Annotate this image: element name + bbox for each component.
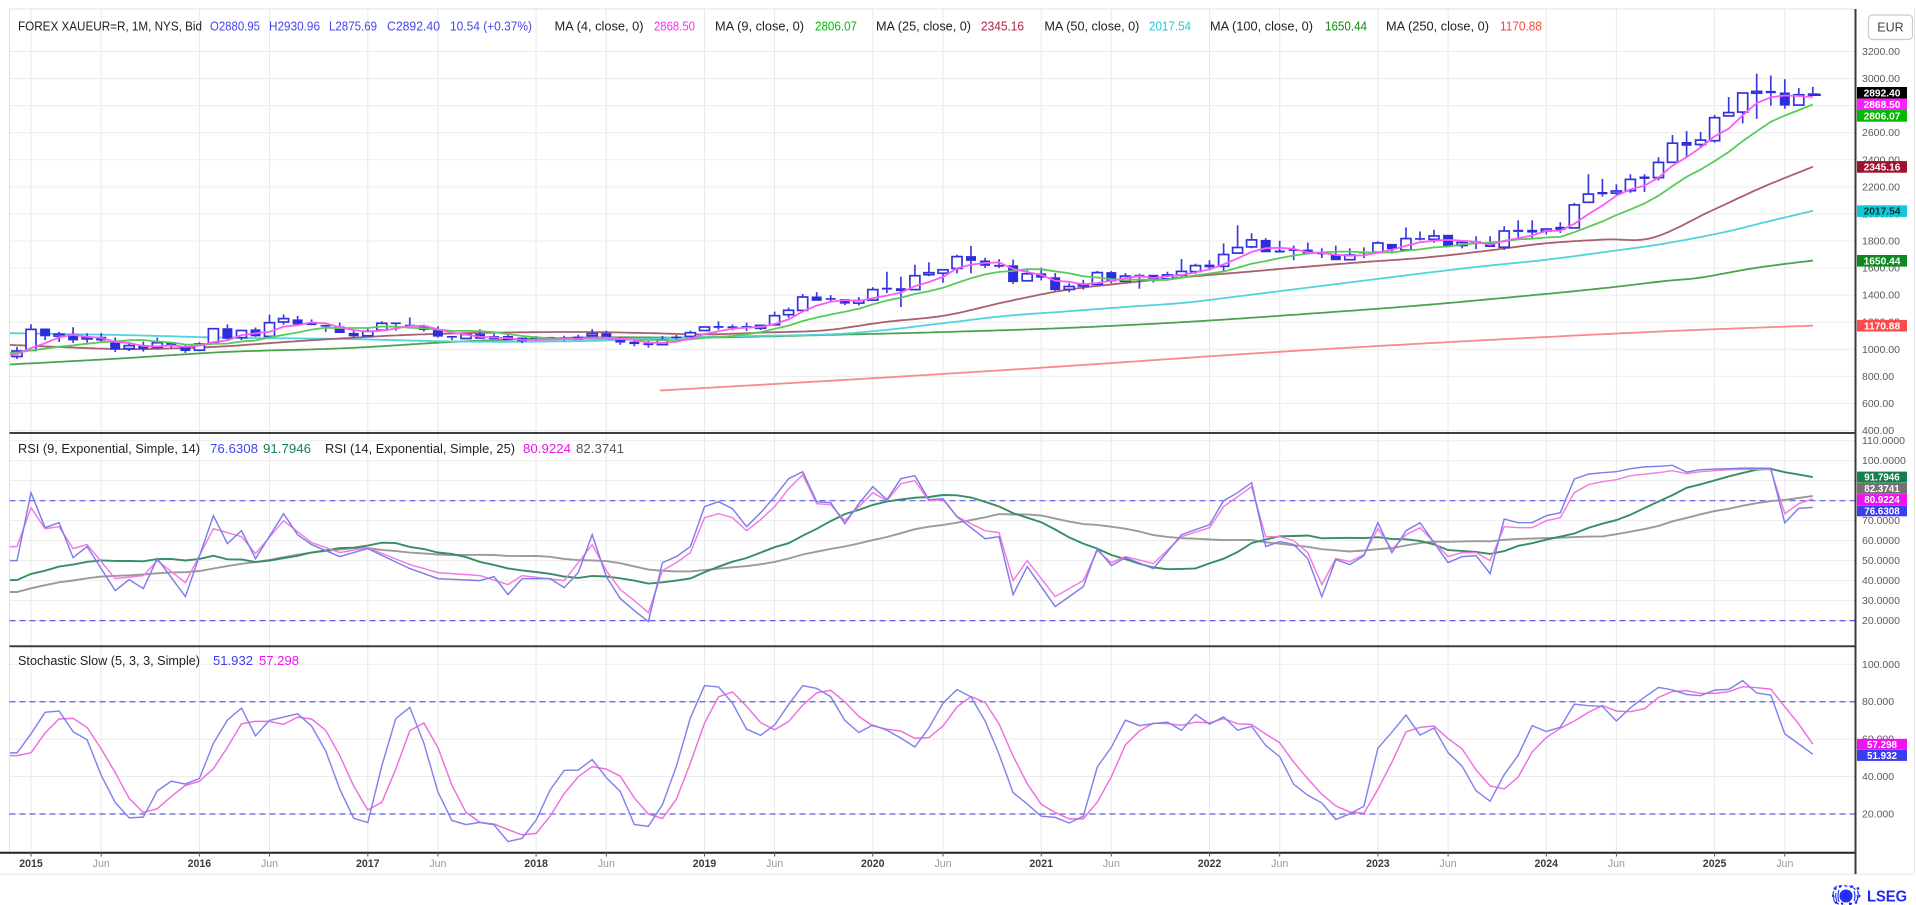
svg-text:80.000: 80.000	[1862, 696, 1894, 708]
svg-text:51.932: 51.932	[213, 654, 253, 668]
svg-text:80.9224: 80.9224	[1864, 495, 1900, 506]
svg-text:Jun: Jun	[1776, 858, 1793, 870]
svg-text:20.0000: 20.0000	[1862, 615, 1900, 627]
svg-text:2345.16: 2345.16	[981, 20, 1024, 34]
svg-text:2345.16: 2345.16	[1864, 163, 1901, 174]
svg-text:O2880.95: O2880.95	[210, 20, 260, 34]
svg-text:51.932: 51.932	[1867, 751, 1898, 762]
svg-text:400.00: 400.00	[1862, 425, 1894, 437]
svg-text:2017: 2017	[356, 858, 380, 870]
svg-text:2868.50: 2868.50	[1864, 100, 1901, 111]
svg-text:1170.88: 1170.88	[1500, 20, 1542, 34]
svg-text:Jun: Jun	[93, 858, 110, 870]
svg-text:1650.44: 1650.44	[1864, 256, 1901, 267]
svg-text:1170.88: 1170.88	[1864, 321, 1901, 332]
svg-text:Jun: Jun	[598, 858, 615, 870]
svg-text:2022: 2022	[1198, 858, 1222, 870]
svg-text:RSI (14, Exponential, Simple,: RSI (14, Exponential, Simple, 25)	[325, 442, 515, 456]
svg-text:2018: 2018	[524, 858, 548, 870]
svg-text:76.6308: 76.6308	[210, 442, 258, 456]
svg-text:80.9224: 80.9224	[523, 442, 571, 456]
svg-text:3000.00: 3000.00	[1862, 73, 1900, 85]
svg-text:76.6308: 76.6308	[1864, 506, 1900, 517]
svg-text:91.7946: 91.7946	[263, 442, 311, 456]
svg-text:3200.00: 3200.00	[1862, 46, 1900, 58]
svg-text:50.0000: 50.0000	[1862, 555, 1900, 567]
svg-text:2024: 2024	[1535, 858, 1559, 870]
svg-text:100.000: 100.000	[1862, 659, 1900, 671]
svg-text:82.3741: 82.3741	[1864, 484, 1900, 495]
svg-text:2021: 2021	[1029, 858, 1053, 870]
svg-text:800.00: 800.00	[1862, 371, 1894, 383]
svg-text:MA (9, close, 0): MA (9, close, 0)	[715, 20, 804, 34]
svg-text:40.0000: 40.0000	[1862, 575, 1900, 587]
svg-text:LSEG: LSEG	[1867, 889, 1907, 905]
svg-text:MA (4, close, 0): MA (4, close, 0)	[555, 20, 644, 34]
svg-text:70.0000: 70.0000	[1862, 515, 1900, 527]
svg-text:2017.54: 2017.54	[1149, 20, 1191, 34]
svg-text:600.00: 600.00	[1862, 398, 1894, 410]
svg-text:Jun: Jun	[1440, 858, 1457, 870]
svg-text:Jun: Jun	[1608, 858, 1625, 870]
svg-text:2600.00: 2600.00	[1862, 127, 1900, 139]
svg-text:EUR: EUR	[1877, 21, 1903, 35]
svg-text:10.54 (+0.37%): 10.54 (+0.37%)	[450, 20, 532, 34]
svg-text:20.000: 20.000	[1862, 809, 1894, 821]
svg-text:FOREX XAUEUR=R, 1M, NYS, Bid: FOREX XAUEUR=R, 1M, NYS, Bid	[18, 20, 202, 34]
svg-text:2200.00: 2200.00	[1862, 181, 1900, 193]
svg-text:110.0000: 110.0000	[1862, 435, 1905, 447]
svg-text:1400.00: 1400.00	[1862, 290, 1900, 302]
svg-text:MA (250, close, 0): MA (250, close, 0)	[1386, 20, 1489, 34]
svg-text:57.298: 57.298	[259, 654, 299, 668]
svg-text:2868.50: 2868.50	[654, 20, 695, 34]
svg-text:Jun: Jun	[261, 858, 278, 870]
svg-text:MA (25, close, 0): MA (25, close, 0)	[876, 20, 971, 34]
svg-text:Jun: Jun	[766, 858, 783, 870]
svg-text:L2875.69: L2875.69	[329, 20, 377, 34]
svg-text:MA (50, close, 0): MA (50, close, 0)	[1044, 20, 1139, 34]
svg-text:2806.07: 2806.07	[815, 20, 857, 34]
svg-text:Jun: Jun	[934, 858, 951, 870]
svg-text:1000.00: 1000.00	[1862, 344, 1900, 356]
svg-text:40.000: 40.000	[1862, 771, 1894, 783]
svg-text:57.298: 57.298	[1867, 740, 1898, 751]
svg-text:2806.07: 2806.07	[1864, 112, 1901, 123]
svg-text:60.0000: 60.0000	[1862, 535, 1900, 547]
svg-text:82.3741: 82.3741	[576, 442, 624, 456]
svg-text:2892.40: 2892.40	[1864, 88, 1901, 99]
svg-text:2016: 2016	[188, 858, 212, 870]
svg-text:RSI (9, Exponential, Simple, 1: RSI (9, Exponential, Simple, 14)	[18, 442, 200, 456]
svg-text:Jun: Jun	[429, 858, 446, 870]
svg-text:2017.54: 2017.54	[1864, 207, 1901, 218]
svg-text:91.7946: 91.7946	[1864, 473, 1900, 484]
svg-text:1650.44: 1650.44	[1325, 20, 1367, 34]
svg-text:Jun: Jun	[1103, 858, 1120, 870]
svg-text:Stochastic Slow (5, 3, 3, Simp: Stochastic Slow (5, 3, 3, Simple)	[18, 654, 200, 668]
svg-text:Jun: Jun	[1271, 858, 1288, 870]
svg-text:2020: 2020	[861, 858, 885, 870]
svg-text:1800.00: 1800.00	[1862, 236, 1900, 248]
svg-text:2025: 2025	[1703, 858, 1727, 870]
svg-text:100.0000: 100.0000	[1862, 455, 1906, 467]
svg-text:2023: 2023	[1366, 858, 1390, 870]
svg-text:H2930.96: H2930.96	[269, 20, 320, 34]
svg-text:MA (100, close, 0): MA (100, close, 0)	[1210, 20, 1313, 34]
svg-text:30.0000: 30.0000	[1862, 595, 1900, 607]
svg-text:C2892.40: C2892.40	[387, 20, 440, 34]
svg-text:2015: 2015	[19, 858, 43, 870]
svg-text:2019: 2019	[693, 858, 717, 870]
